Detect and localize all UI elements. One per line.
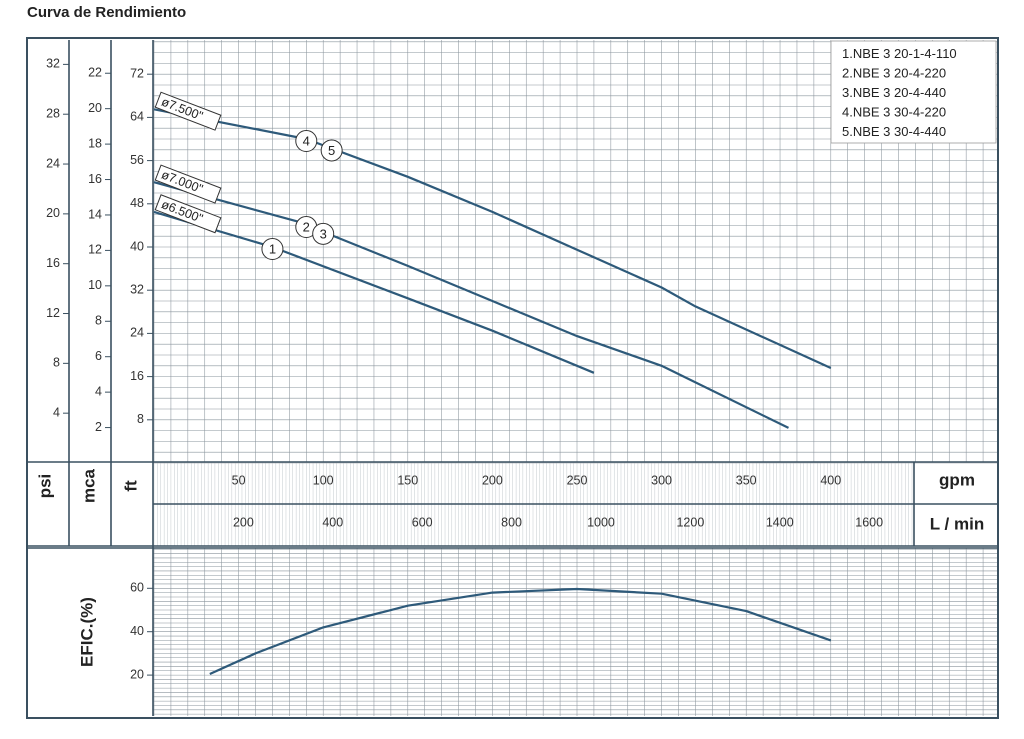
gpm-tick-label: 300 — [651, 473, 672, 487]
mca-tick-label: 20 — [88, 101, 102, 115]
mca-tick-label: 4 — [95, 384, 102, 398]
lpm-tick-label: 1200 — [676, 515, 704, 529]
legend-entry: 1.NBE 3 20-1-4-110 — [842, 46, 957, 61]
unit-label-mca: mca — [79, 468, 98, 503]
efficiency-tick-label: 40 — [130, 624, 144, 638]
mca-tick-label: 6 — [95, 349, 102, 363]
gpm-tick-label: 50 — [232, 473, 246, 487]
unit-label-psi: psi — [35, 474, 54, 499]
ft-tick-label: 8 — [137, 412, 144, 426]
curve-number-text: 2 — [303, 219, 310, 234]
mca-tick-label: 22 — [88, 66, 102, 80]
lpm-tick-label: 1400 — [766, 515, 794, 529]
mca-tick-label: 8 — [95, 314, 102, 328]
mca-tick-label: 18 — [88, 136, 102, 150]
page-title: Curva de Rendimiento — [27, 4, 187, 21]
efficiency-axis-label: EFIC.(%) — [77, 597, 96, 667]
legend-entry: 5.NBE 3 30-4-440 — [842, 124, 946, 139]
mca-tick-label: 16 — [88, 172, 102, 186]
mca-tick-label: 2 — [95, 420, 102, 434]
unit-label-ft: ft — [121, 480, 140, 492]
ft-tick-label: 72 — [130, 66, 144, 80]
diameter-label-box — [154, 194, 222, 234]
gpm-tick-label: 200 — [482, 473, 503, 487]
chart-frame — [26, 37, 999, 719]
lpm-tick-label: 600 — [412, 515, 433, 529]
mca-tick-label: 12 — [88, 243, 102, 257]
axis-labels: 8162432404856647224681012141618202248121… — [35, 57, 984, 682]
efficiency-tick-label: 60 — [130, 581, 144, 595]
psi-tick-label: 28 — [46, 107, 60, 121]
curve-number-marker — [320, 139, 343, 162]
lpm-tick-label: 1000 — [587, 515, 615, 529]
lpm-tick-label: 200 — [233, 515, 254, 529]
legend-entry: 3.NBE 3 20-4-440 — [842, 85, 946, 100]
gpm-tick-label: 150 — [397, 473, 418, 487]
curve-number-marker — [261, 238, 284, 260]
mca-tick-label: 14 — [88, 207, 102, 221]
psi-tick-label: 20 — [46, 206, 60, 220]
gpm-tick-label: 250 — [567, 473, 588, 487]
psi-tick-label: 4 — [53, 405, 60, 419]
psi-tick-label: 12 — [46, 306, 60, 320]
psi-tick-label: 16 — [46, 256, 60, 270]
curve-number-text: 1 — [269, 241, 276, 256]
lpm-tick-label: 400 — [322, 515, 343, 529]
gpm-unit-label: gpm — [939, 470, 975, 489]
ft-tick-label: 32 — [130, 282, 144, 296]
legend-entry: 2.NBE 3 20-4-220 — [842, 66, 946, 81]
legend-entry: 4.NBE 3 30-4-220 — [842, 105, 946, 120]
ft-tick-label: 48 — [130, 196, 144, 210]
lpm-tick-label: 800 — [501, 515, 522, 529]
efficiency-curve — [209, 587, 832, 676]
gpm-tick-label: 400 — [820, 473, 841, 487]
curve-number-text: 4 — [303, 133, 310, 148]
lpm-tick-label: 1600 — [855, 515, 883, 529]
curve-number-marker — [312, 222, 335, 245]
diameter-label-box — [154, 164, 222, 204]
mca-tick-label: 10 — [88, 278, 102, 292]
chart-structure — [27, 40, 997, 716]
curves: ø6.500"1ø7.000"2 3ø7.500"45 — [153, 91, 832, 676]
curve-number-marker — [295, 130, 318, 152]
gpm-tick-label: 100 — [313, 473, 334, 487]
psi-tick-label: 24 — [46, 156, 60, 170]
ft-tick-label: 64 — [130, 110, 144, 124]
efficiency-tick-label: 20 — [130, 667, 144, 681]
curve-number-text: 5 — [328, 143, 335, 158]
legend: 1.NBE 3 20-1-4-110 2.NBE 3 20-4-220 3.NBE … — [830, 40, 997, 144]
ft-tick-label: 40 — [130, 239, 144, 253]
psi-tick-label: 8 — [53, 356, 60, 370]
ft-tick-label: 56 — [130, 153, 144, 167]
legend-box — [830, 40, 997, 144]
ft-tick-label: 24 — [130, 326, 144, 340]
ft-tick-label: 16 — [130, 369, 144, 383]
psi-tick-label: 32 — [46, 57, 60, 71]
lpm-unit-label: L / min — [930, 514, 984, 533]
diameter-label-box — [154, 91, 222, 131]
curve-number-text: 3 — [320, 226, 327, 241]
gpm-tick-label: 350 — [736, 473, 757, 487]
head-curve-1 — [153, 210, 595, 374]
